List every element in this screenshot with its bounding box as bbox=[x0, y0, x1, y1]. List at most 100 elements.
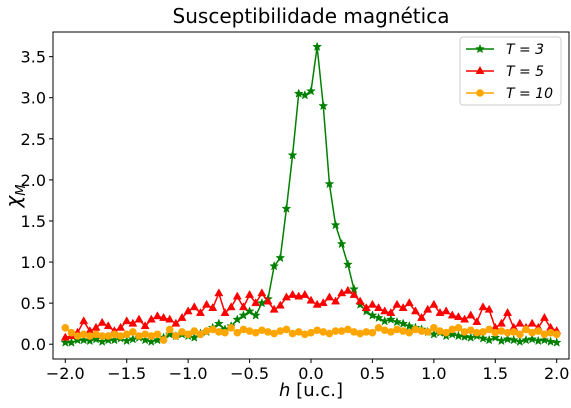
data-point bbox=[385, 314, 396, 324]
data-point bbox=[349, 289, 359, 298]
data-point bbox=[97, 317, 107, 326]
data-point bbox=[79, 330, 88, 339]
x-tick-label: 1.5 bbox=[483, 364, 508, 383]
data-point bbox=[539, 312, 549, 321]
legend-box bbox=[459, 36, 562, 106]
data-point bbox=[484, 304, 494, 313]
data-point bbox=[373, 312, 384, 323]
data-point bbox=[485, 325, 493, 334]
data-point bbox=[73, 332, 82, 340]
data-point bbox=[61, 323, 70, 332]
data-point bbox=[202, 327, 211, 335]
data-point bbox=[344, 325, 352, 334]
data-point bbox=[473, 328, 481, 337]
data-point bbox=[350, 328, 358, 336]
data-point bbox=[545, 336, 556, 346]
data-point bbox=[66, 337, 77, 347]
data-point bbox=[411, 325, 420, 334]
data-point bbox=[453, 312, 463, 321]
data-point bbox=[251, 328, 260, 337]
data-point bbox=[398, 303, 408, 312]
data-point bbox=[196, 330, 205, 339]
data-point bbox=[367, 310, 378, 320]
y-axis-label: χM bbox=[1, 184, 29, 208]
data-point bbox=[362, 328, 371, 336]
y-tick-label: 0.0 bbox=[21, 335, 46, 354]
data-point bbox=[313, 326, 321, 335]
data-point bbox=[528, 328, 536, 337]
data-point bbox=[184, 330, 192, 339]
data-point bbox=[490, 332, 501, 342]
data-point bbox=[324, 292, 334, 301]
data-point bbox=[159, 336, 168, 344]
data-point bbox=[250, 310, 261, 320]
legend: T = 3 T = 5 T = 10 bbox=[459, 36, 562, 106]
x-tick-label: 0.0 bbox=[298, 364, 323, 383]
data-point bbox=[540, 330, 549, 339]
data-point bbox=[442, 328, 450, 337]
data-point bbox=[172, 332, 180, 340]
data-point bbox=[263, 296, 273, 305]
data-point bbox=[202, 299, 212, 308]
data-point bbox=[393, 325, 401, 334]
legend-item: T = 10 bbox=[466, 86, 553, 102]
y-tick-label: 3.0 bbox=[21, 89, 46, 108]
data-point bbox=[404, 320, 415, 331]
data-point bbox=[84, 335, 95, 346]
series-3 bbox=[61, 323, 561, 344]
data-point bbox=[410, 306, 420, 315]
data-point bbox=[275, 252, 286, 263]
data-point bbox=[221, 328, 229, 337]
data-point bbox=[233, 328, 242, 337]
data-point bbox=[220, 307, 230, 316]
data-point bbox=[355, 296, 365, 305]
data-point bbox=[183, 306, 193, 315]
data-point bbox=[380, 326, 389, 335]
data-point bbox=[238, 310, 249, 320]
plot-layer bbox=[60, 41, 562, 347]
data-point bbox=[423, 328, 432, 336]
data-point bbox=[116, 322, 126, 331]
data-point bbox=[478, 302, 488, 311]
data-point bbox=[116, 332, 125, 340]
legend-marker bbox=[475, 43, 485, 54]
data-point bbox=[146, 336, 157, 346]
data-point bbox=[534, 327, 543, 335]
data-point bbox=[140, 321, 150, 330]
data-point bbox=[306, 295, 316, 304]
data-point bbox=[527, 334, 538, 344]
data-point bbox=[67, 328, 76, 337]
y-tick-label: 2.5 bbox=[21, 130, 46, 149]
data-point bbox=[460, 314, 470, 323]
y-tick-label: 1.5 bbox=[21, 212, 46, 231]
data-point bbox=[238, 302, 248, 311]
y-tick-label: 0.5 bbox=[21, 294, 46, 313]
data-point bbox=[153, 330, 162, 339]
data-point bbox=[128, 318, 138, 327]
data-point bbox=[165, 325, 174, 334]
data-point bbox=[86, 332, 94, 340]
data-point bbox=[337, 327, 346, 335]
data-point bbox=[306, 85, 316, 96]
data-point bbox=[502, 334, 513, 344]
data-point bbox=[208, 325, 217, 334]
data-point bbox=[479, 328, 487, 336]
y-tick-label: 2.0 bbox=[21, 171, 46, 190]
data-point bbox=[508, 334, 519, 345]
data-point bbox=[514, 336, 525, 346]
data-point bbox=[331, 296, 341, 305]
data-point bbox=[147, 332, 156, 340]
data-point bbox=[288, 329, 297, 338]
data-point bbox=[405, 328, 414, 337]
data-point bbox=[551, 337, 562, 347]
data-point bbox=[258, 326, 266, 335]
data-point bbox=[466, 310, 476, 319]
data-point bbox=[386, 307, 396, 316]
data-point bbox=[472, 317, 482, 325]
legend-label: T = 10 bbox=[506, 86, 553, 102]
data-point bbox=[387, 328, 395, 336]
data-point bbox=[245, 327, 254, 335]
data-point bbox=[465, 332, 476, 342]
x-tick-label: 1.0 bbox=[421, 364, 446, 383]
data-point bbox=[281, 203, 292, 213]
